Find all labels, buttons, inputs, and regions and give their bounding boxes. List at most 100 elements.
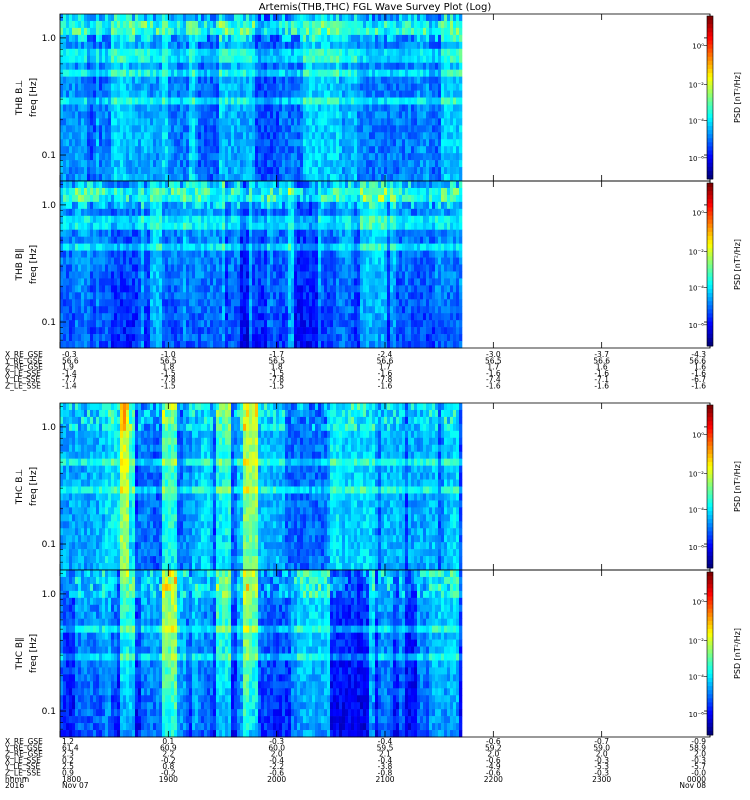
heatmap-cell <box>156 76 160 84</box>
heatmap-cell <box>231 111 235 119</box>
heatmap-cell <box>108 111 112 119</box>
heatmap-cell <box>90 97 94 105</box>
heatmap-cell <box>390 69 394 77</box>
heatmap-cell <box>75 111 79 119</box>
heatmap-cell <box>360 139 364 147</box>
heatmap-cell <box>396 14 400 22</box>
heatmap-cell <box>72 264 76 272</box>
heatmap-cell <box>189 97 193 105</box>
heatmap-cell <box>366 125 370 133</box>
heatmap-cell <box>141 34 145 43</box>
heatmap-cell <box>225 285 229 293</box>
heatmap-cell <box>258 14 262 22</box>
heatmap-cell <box>123 292 127 300</box>
heatmap-cell <box>102 104 106 112</box>
heatmap-cell <box>138 243 142 251</box>
heatmap-cell <box>288 76 292 84</box>
heatmap-cell <box>237 341 241 349</box>
heatmap-cell <box>339 111 343 119</box>
heatmap-cell <box>192 132 196 140</box>
heatmap-cell <box>147 118 151 126</box>
heatmap-cell <box>294 69 298 77</box>
heatmap-cell <box>114 62 118 70</box>
heatmap-cell <box>273 167 277 175</box>
heatmap-cell <box>366 132 370 140</box>
heatmap-cell <box>366 69 370 77</box>
heatmap-cell <box>417 90 421 98</box>
heatmap-cell <box>393 76 397 84</box>
heatmap-cell <box>411 34 415 43</box>
heatmap-cell <box>126 41 130 50</box>
heatmap-cell <box>228 299 232 307</box>
heatmap-cell <box>456 104 460 112</box>
heatmap-cell <box>297 20 301 29</box>
heatmap-cell <box>105 334 109 342</box>
heatmap-cell <box>210 48 214 57</box>
heatmap-cell <box>288 146 292 154</box>
heatmap-cell <box>276 90 280 98</box>
heatmap-cell <box>420 153 424 161</box>
heatmap-cell <box>168 90 172 98</box>
heatmap-cell <box>267 250 271 258</box>
heatmap-cell <box>318 48 322 57</box>
heatmap-cell <box>300 27 304 36</box>
heatmap-cell <box>99 118 103 126</box>
heatmap-cell <box>69 27 73 36</box>
heatmap-cell <box>309 76 313 84</box>
heatmap-cell <box>81 90 85 98</box>
heatmap-cell <box>369 104 373 112</box>
heatmap-cell <box>69 313 73 321</box>
heatmap-cell <box>69 222 73 231</box>
heatmap-cell <box>240 194 244 203</box>
heatmap-cell <box>132 125 136 133</box>
heatmap-cell <box>126 132 130 140</box>
heatmap-cell <box>174 320 178 328</box>
heatmap-cell <box>453 167 457 175</box>
heatmap-cell <box>234 320 238 328</box>
heatmap-cell <box>276 97 280 105</box>
heatmap-cell <box>60 187 64 196</box>
heatmap-cell <box>75 201 79 210</box>
heatmap-cell <box>87 341 91 349</box>
heatmap-cell <box>102 34 106 43</box>
heatmap-cell <box>267 41 271 50</box>
colorbar-segment <box>707 158 713 164</box>
heatmap-cell <box>102 14 106 22</box>
heatmap-cell <box>108 229 112 237</box>
heatmap-cell <box>171 271 175 279</box>
heatmap-cell <box>426 97 430 105</box>
heatmap-cell <box>213 320 217 328</box>
heatmap-cell <box>105 153 109 161</box>
heatmap-cell <box>237 76 241 84</box>
heatmap-cell <box>90 341 94 349</box>
heatmap-cell <box>87 83 91 91</box>
heatmap-cell <box>336 48 340 57</box>
heatmap-cell <box>138 167 142 175</box>
heatmap-cell <box>75 153 79 161</box>
heatmap-cell <box>378 48 382 57</box>
heatmap-cell <box>153 167 157 175</box>
heatmap-cell <box>252 215 256 224</box>
heatmap-cell <box>111 334 115 342</box>
heatmap-cell <box>189 62 193 70</box>
heatmap-cell <box>99 90 103 98</box>
heatmap-cell <box>105 132 109 140</box>
heatmap-cell <box>237 125 241 133</box>
heatmap-cell <box>441 160 445 168</box>
heatmap-cell <box>96 278 100 286</box>
heatmap-cell <box>219 278 223 286</box>
heatmap-cell <box>129 201 133 210</box>
heatmap-cell <box>198 278 202 286</box>
heatmap-cell <box>78 132 82 140</box>
heatmap-cell <box>429 153 433 161</box>
heatmap-cell <box>369 174 373 182</box>
heatmap-cell <box>417 27 421 36</box>
heatmap-cell <box>309 83 313 91</box>
heatmap-cell <box>357 125 361 133</box>
heatmap-cell <box>249 153 253 161</box>
heatmap-cell <box>318 76 322 84</box>
heatmap-cell <box>168 118 172 126</box>
heatmap-cell <box>318 153 322 161</box>
heatmap-cell <box>207 250 211 258</box>
heatmap-cell <box>78 97 82 105</box>
